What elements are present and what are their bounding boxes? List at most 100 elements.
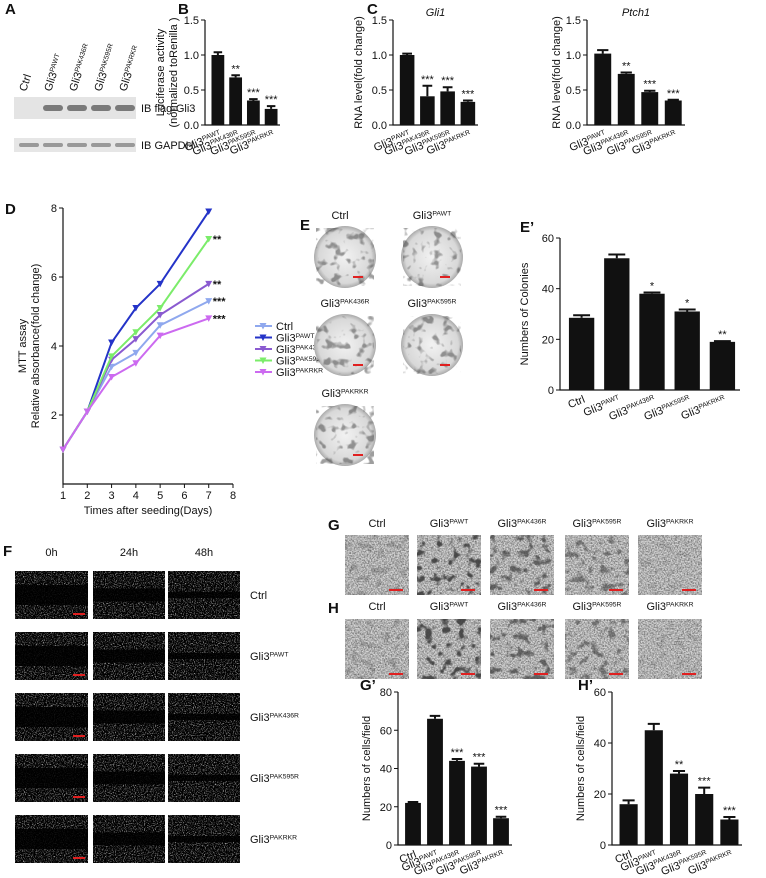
error-bar (429, 714, 441, 719)
column-label: 24h (120, 547, 138, 559)
chart-title: Gli1 (426, 7, 446, 19)
error-bar (608, 253, 626, 259)
error-bar (249, 98, 258, 101)
wound-gap (168, 775, 240, 781)
wound-gap (168, 653, 240, 659)
wound-gap (168, 714, 240, 720)
y-axis-label: (normalized toRenilla ) (168, 17, 180, 127)
y-axis-label: Numbers of Colonies (519, 262, 531, 365)
significance: *** (667, 88, 681, 100)
y-tick-label: 60 (380, 725, 392, 737)
x-tick-label: 1 (60, 490, 66, 502)
bar (619, 804, 638, 845)
column-label: Gli3PAK595R (573, 601, 622, 613)
bar (568, 317, 595, 390)
blot-band (19, 143, 39, 147)
error-bar (647, 722, 660, 731)
bar (440, 91, 455, 125)
blot-band (91, 143, 111, 147)
colonies (403, 316, 461, 374)
y-tick-label: 4 (51, 341, 57, 353)
lane-label: Gli3PAWT (42, 53, 65, 93)
marker (132, 349, 140, 357)
significance: ** (622, 61, 631, 73)
cell-blobs (565, 619, 629, 679)
x-tick-label: Ctrl (566, 394, 586, 412)
error-bar (402, 52, 412, 55)
y-axis-label: MTT assay (17, 318, 29, 373)
error-bar (643, 291, 661, 294)
x-tick-label: Ctrl (613, 849, 633, 867)
row-label: Gli3PAWT (250, 651, 288, 663)
bar (695, 794, 714, 845)
panel-label: D (5, 201, 16, 218)
chart-title: Ptch1 (622, 7, 650, 19)
x-tick-label: 4 (133, 490, 139, 502)
y-tick-label: 40 (380, 764, 392, 776)
panel-label: G (328, 517, 340, 534)
legend-marker (259, 357, 267, 364)
y-tick-label: 80 (380, 687, 392, 699)
error-bar (495, 815, 507, 819)
lane-label: Gli3PAK436R (67, 43, 94, 93)
significance: *** (421, 74, 435, 86)
bar (604, 258, 630, 390)
plate-label: Gli3PAKRKR (321, 388, 368, 400)
x-tick-label: 6 (181, 490, 187, 502)
significance: *** (265, 94, 279, 106)
bar (246, 100, 260, 125)
y-tick-label: 0.0 (184, 120, 199, 132)
bar (594, 53, 612, 125)
panel-label: E’ (520, 219, 534, 236)
blot-band (67, 143, 87, 147)
error-bar (407, 800, 419, 803)
error-bar (723, 815, 736, 820)
panel-label: G’ (360, 677, 376, 694)
plate-label: Gli3PAK595R (408, 298, 457, 310)
bar (674, 311, 700, 390)
error-bar (463, 99, 473, 102)
series-line (62, 238, 210, 451)
error-bar (422, 84, 433, 97)
significance: *** (473, 752, 487, 764)
y-tick-label: 0.5 (372, 85, 387, 97)
significance: *** (723, 805, 737, 817)
column-label: Gli3PAK595R (573, 518, 622, 530)
y-tick-label: 20 (594, 789, 606, 801)
significance: *** (495, 805, 509, 817)
y-tick-label: 0 (600, 840, 606, 852)
error-bar (644, 89, 656, 93)
marker (156, 305, 164, 312)
column-label: Gli3PAWT (430, 601, 468, 613)
error-bar (266, 105, 276, 109)
marker (205, 315, 213, 322)
y-axis-label: Relative absorbance(fold change) (30, 264, 42, 429)
marker (156, 280, 164, 288)
blot-band (67, 105, 87, 111)
error-bar (622, 799, 635, 805)
significance: * (650, 280, 655, 292)
cell-blobs (638, 619, 702, 679)
legend-marker (259, 369, 267, 376)
lane-label: Gli3PAK595R (92, 43, 119, 93)
significance: *** (643, 79, 657, 91)
cell-blobs (417, 535, 481, 595)
error-bar (473, 762, 485, 767)
y-tick-label: 1.5 (566, 15, 581, 27)
column-label: Gli3PAKRKR (646, 518, 693, 530)
colonies (316, 406, 374, 464)
significance: *** (698, 776, 712, 788)
error-bar (573, 314, 591, 318)
x-tick-label: 7 (206, 490, 212, 502)
column-label: Gli3PAWT (430, 518, 468, 530)
y-tick-label: 0.5 (566, 85, 581, 97)
colonies (403, 228, 461, 286)
bar (471, 766, 487, 845)
error-bar (231, 74, 240, 78)
error-bar (597, 49, 609, 54)
marker (205, 236, 213, 243)
legend-label: Gli3PAK595R (276, 356, 325, 368)
bar (460, 101, 476, 125)
legend-label: Gli3PAWT (276, 333, 314, 345)
y-tick-label: 1.0 (184, 50, 199, 62)
